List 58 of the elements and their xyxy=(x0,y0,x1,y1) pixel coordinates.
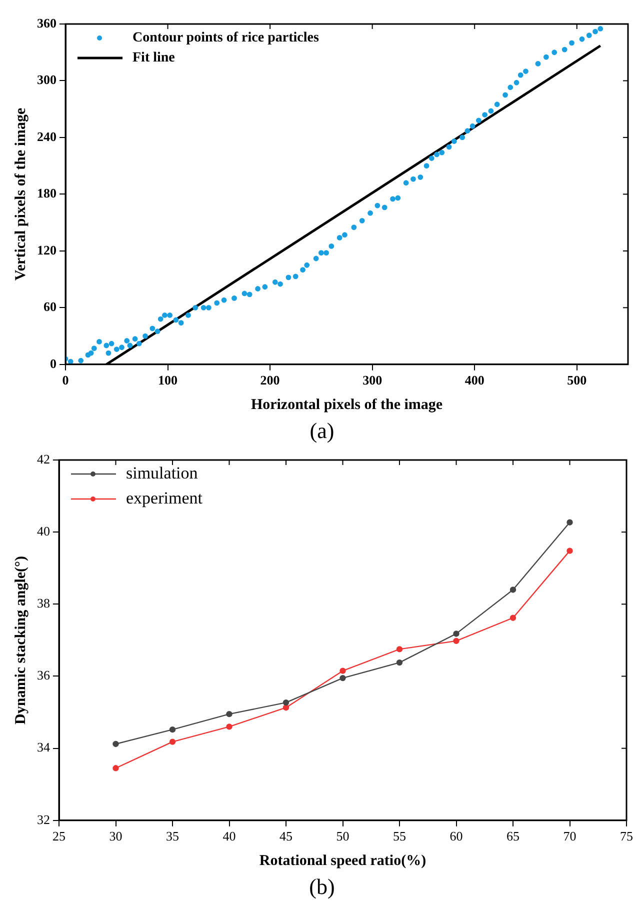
point xyxy=(112,740,119,748)
point xyxy=(340,668,346,674)
y-tick-label: 300 xyxy=(37,72,56,88)
point xyxy=(396,659,403,666)
point xyxy=(396,646,403,652)
point xyxy=(112,765,119,772)
point xyxy=(282,704,290,711)
x-tick-label: 35 xyxy=(166,828,179,844)
point xyxy=(510,586,516,593)
x-tick-label: 45 xyxy=(280,828,292,844)
x-tick-label: 30 xyxy=(109,828,122,844)
point xyxy=(566,519,573,526)
y-tick-label: 36 xyxy=(37,668,50,683)
point xyxy=(340,674,346,682)
point xyxy=(282,699,290,706)
x-tick-label: 500 xyxy=(567,372,587,388)
x-tick-label: 50 xyxy=(336,828,350,844)
point xyxy=(169,726,176,733)
text: (b) xyxy=(308,874,336,900)
y-tick-label: 0 xyxy=(50,356,56,371)
x-tick-label: 70 xyxy=(563,828,576,844)
x-tick-label: 100 xyxy=(158,372,178,388)
point xyxy=(453,638,460,644)
point xyxy=(169,738,176,745)
y-tick-label: 40 xyxy=(37,524,50,538)
legend-label: simulation xyxy=(126,463,198,482)
legend-label: Fit line xyxy=(132,50,175,66)
x-axis-title: Rotational speed ratio(%) xyxy=(259,852,426,869)
y-tick-label: 120 xyxy=(37,242,56,258)
x-tick-label: 25 xyxy=(52,828,66,844)
y-tick-label: 360 xyxy=(37,15,56,30)
x-tick-label: 300 xyxy=(362,372,382,388)
y-tick-label: 180 xyxy=(37,186,56,201)
x-tick-label: 75 xyxy=(620,828,633,844)
x-axis-title: Horizontal pixels of the image xyxy=(250,396,443,413)
y-tick-label: 42 xyxy=(37,451,50,466)
y-tick-label: 60 xyxy=(44,299,56,314)
x-tick-label: 0 xyxy=(62,372,69,388)
x-tick-label: 55 xyxy=(393,828,406,844)
y-tick-label: 34 xyxy=(37,740,50,755)
point xyxy=(226,724,232,730)
x-tick-label: 200 xyxy=(260,372,280,388)
legend-label: Contour points of rice particles xyxy=(132,30,320,46)
point xyxy=(453,630,460,637)
point xyxy=(226,710,232,718)
legend-label: experiment xyxy=(126,488,203,508)
point xyxy=(510,614,516,621)
y-tick-label: 38 xyxy=(37,596,50,611)
point xyxy=(566,548,573,554)
x-tick-label: 40 xyxy=(222,828,236,844)
x-tick-label: 65 xyxy=(506,828,520,844)
y-axis-title: Dynamic stacking angle(°) xyxy=(12,556,29,724)
y-tick-label: 32 xyxy=(37,812,50,827)
y-axis-title: Vertical pixels of the image xyxy=(12,107,29,281)
x-tick-label: 60 xyxy=(450,828,463,844)
y-tick-label: 240 xyxy=(37,128,56,144)
x-tick-label: 400 xyxy=(464,372,484,388)
text: (a) xyxy=(308,418,336,444)
